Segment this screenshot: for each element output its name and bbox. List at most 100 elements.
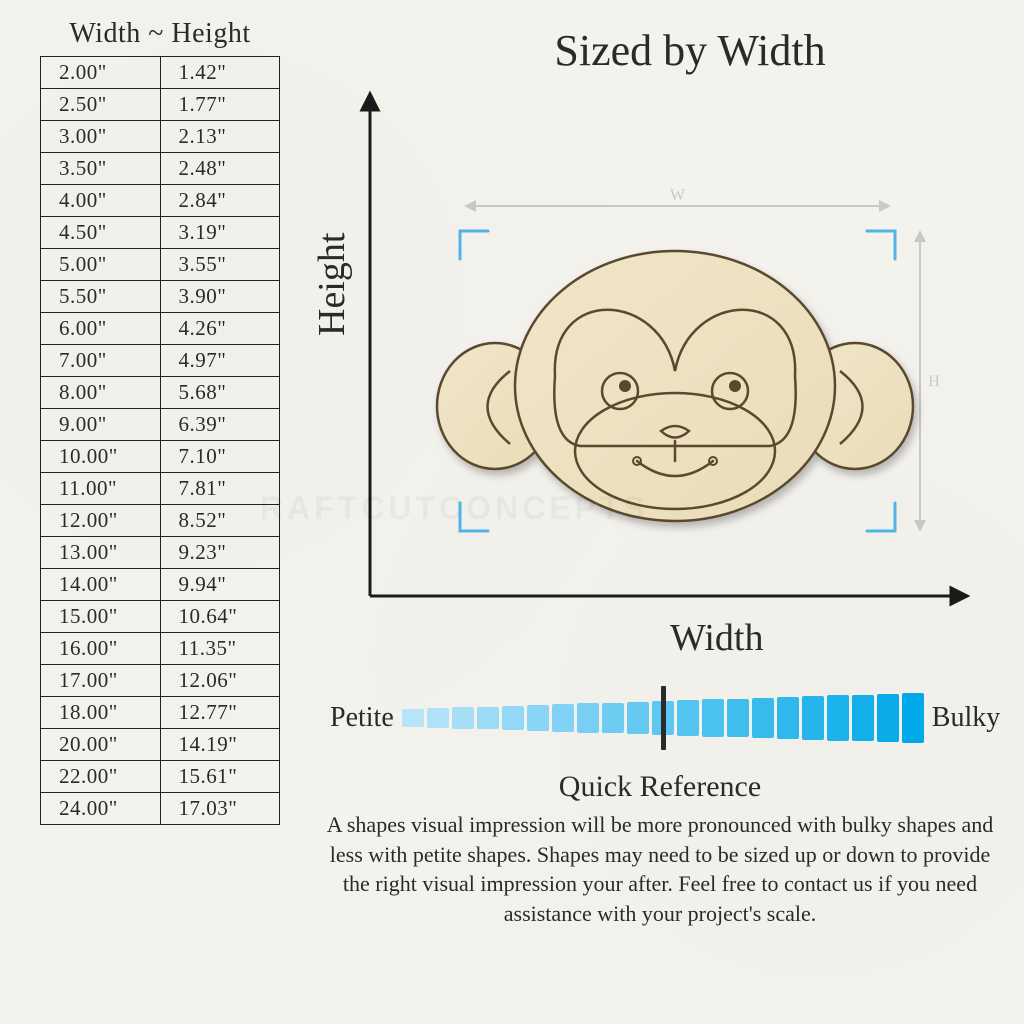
table-row: 16.00"11.35"	[41, 633, 280, 665]
table-row: 2.00"1.42"	[41, 57, 280, 89]
table-row: 7.00"4.97"	[41, 345, 280, 377]
slider-bar	[702, 699, 724, 736]
width-cell: 2.50"	[41, 89, 161, 121]
height-cell: 9.94"	[160, 569, 280, 601]
slider-label-right: Bulky	[932, 702, 1000, 734]
height-cell: 10.64"	[160, 601, 280, 633]
width-cell: 18.00"	[41, 697, 161, 729]
table-row: 5.00"3.55"	[41, 249, 280, 281]
height-cell: 1.42"	[160, 57, 280, 89]
slider-bar	[877, 694, 899, 742]
slider-bar	[552, 704, 574, 732]
width-cell: 11.00"	[41, 473, 161, 505]
height-cell: 7.10"	[160, 441, 280, 473]
width-cell: 4.50"	[41, 217, 161, 249]
width-cell: 14.00"	[41, 569, 161, 601]
table-row: 3.50"2.48"	[41, 153, 280, 185]
width-cell: 13.00"	[41, 537, 161, 569]
svg-text:W: W	[670, 187, 686, 204]
table-row: 17.00"12.06"	[41, 665, 280, 697]
slider-marker	[661, 686, 666, 750]
table-row: 10.00"7.10"	[41, 441, 280, 473]
width-cell: 17.00"	[41, 665, 161, 697]
height-cell: 11.35"	[160, 633, 280, 665]
slider-bar	[477, 707, 499, 730]
width-cell: 5.00"	[41, 249, 161, 281]
table-row: 14.00"9.94"	[41, 569, 280, 601]
width-cell: 7.00"	[41, 345, 161, 377]
slider-bar	[502, 706, 524, 730]
table-row: 5.50"3.90"	[41, 281, 280, 313]
slider-bar	[902, 693, 924, 743]
page: Width ~ Height 2.00"1.42"2.50"1.77"3.00"…	[0, 0, 1024, 1024]
right-panel: Sized by Width Height WH Width	[320, 25, 1000, 626]
table-title: Width ~ Height	[40, 18, 280, 50]
height-cell: 2.13"	[160, 121, 280, 153]
height-cell: 17.03"	[160, 793, 280, 825]
slider-bar	[527, 705, 549, 731]
height-cell: 2.84"	[160, 185, 280, 217]
axis-area: Height WH Width	[330, 86, 970, 626]
slider-bar	[427, 708, 449, 728]
table-row: 22.00"15.61"	[41, 761, 280, 793]
table-row: 6.00"4.26"	[41, 313, 280, 345]
width-cell: 3.00"	[41, 121, 161, 153]
height-cell: 2.48"	[160, 153, 280, 185]
table-row: 24.00"17.03"	[41, 793, 280, 825]
width-cell: 22.00"	[41, 761, 161, 793]
width-cell: 9.00"	[41, 409, 161, 441]
height-cell: 12.06"	[160, 665, 280, 697]
quickref-title: Quick Reference	[310, 770, 1010, 804]
width-cell: 5.50"	[41, 281, 161, 313]
height-cell: 12.77"	[160, 697, 280, 729]
height-cell: 4.26"	[160, 313, 280, 345]
slider-row: Petite Bulky	[330, 690, 1010, 746]
slider-label-left: Petite	[330, 702, 394, 734]
width-axis-label: Width	[670, 616, 763, 660]
slider-bar	[852, 695, 874, 742]
height-cell: 1.77"	[160, 89, 280, 121]
table-row: 13.00"9.23"	[41, 537, 280, 569]
width-cell: 4.00"	[41, 185, 161, 217]
table-row: 4.50"3.19"	[41, 217, 280, 249]
slider-bar	[577, 703, 599, 732]
table-row: 4.00"2.84"	[41, 185, 280, 217]
slider-bar	[602, 703, 624, 734]
slider-bar	[827, 695, 849, 740]
slider-bar	[802, 696, 824, 740]
main-title: Sized by Width	[380, 25, 1000, 76]
width-cell: 24.00"	[41, 793, 161, 825]
width-cell: 12.00"	[41, 505, 161, 537]
width-cell: 15.00"	[41, 601, 161, 633]
slider-bar	[727, 699, 749, 738]
height-cell: 4.97"	[160, 345, 280, 377]
width-cell: 10.00"	[41, 441, 161, 473]
width-cell: 2.00"	[41, 57, 161, 89]
height-cell: 5.68"	[160, 377, 280, 409]
size-table: 2.00"1.42"2.50"1.77"3.00"2.13"3.50"2.48"…	[40, 56, 280, 825]
size-table-wrap: Width ~ Height 2.00"1.42"2.50"1.77"3.00"…	[40, 18, 280, 825]
table-row: 11.00"7.81"	[41, 473, 280, 505]
height-cell: 14.19"	[160, 729, 280, 761]
height-cell: 3.90"	[160, 281, 280, 313]
quick-reference: Quick Reference A shapes visual impressi…	[310, 770, 1010, 929]
slider-bar	[452, 707, 474, 728]
table-row: 18.00"12.77"	[41, 697, 280, 729]
height-cell: 6.39"	[160, 409, 280, 441]
watermark: RAFTCUTCONCEPTS	[260, 490, 649, 527]
slider-bar	[777, 697, 799, 739]
slider-bar	[402, 709, 424, 727]
height-cell: 3.19"	[160, 217, 280, 249]
table-row: 15.00"10.64"	[41, 601, 280, 633]
diagram-svg: WH	[330, 86, 970, 666]
table-row: 3.00"2.13"	[41, 121, 280, 153]
width-cell: 3.50"	[41, 153, 161, 185]
slider-bar	[677, 700, 699, 736]
height-cell: 9.23"	[160, 537, 280, 569]
width-cell: 20.00"	[41, 729, 161, 761]
slider-bar	[627, 702, 649, 734]
table-row: 9.00"6.39"	[41, 409, 280, 441]
height-cell: 15.61"	[160, 761, 280, 793]
table-row: 12.00"8.52"	[41, 505, 280, 537]
width-cell: 6.00"	[41, 313, 161, 345]
